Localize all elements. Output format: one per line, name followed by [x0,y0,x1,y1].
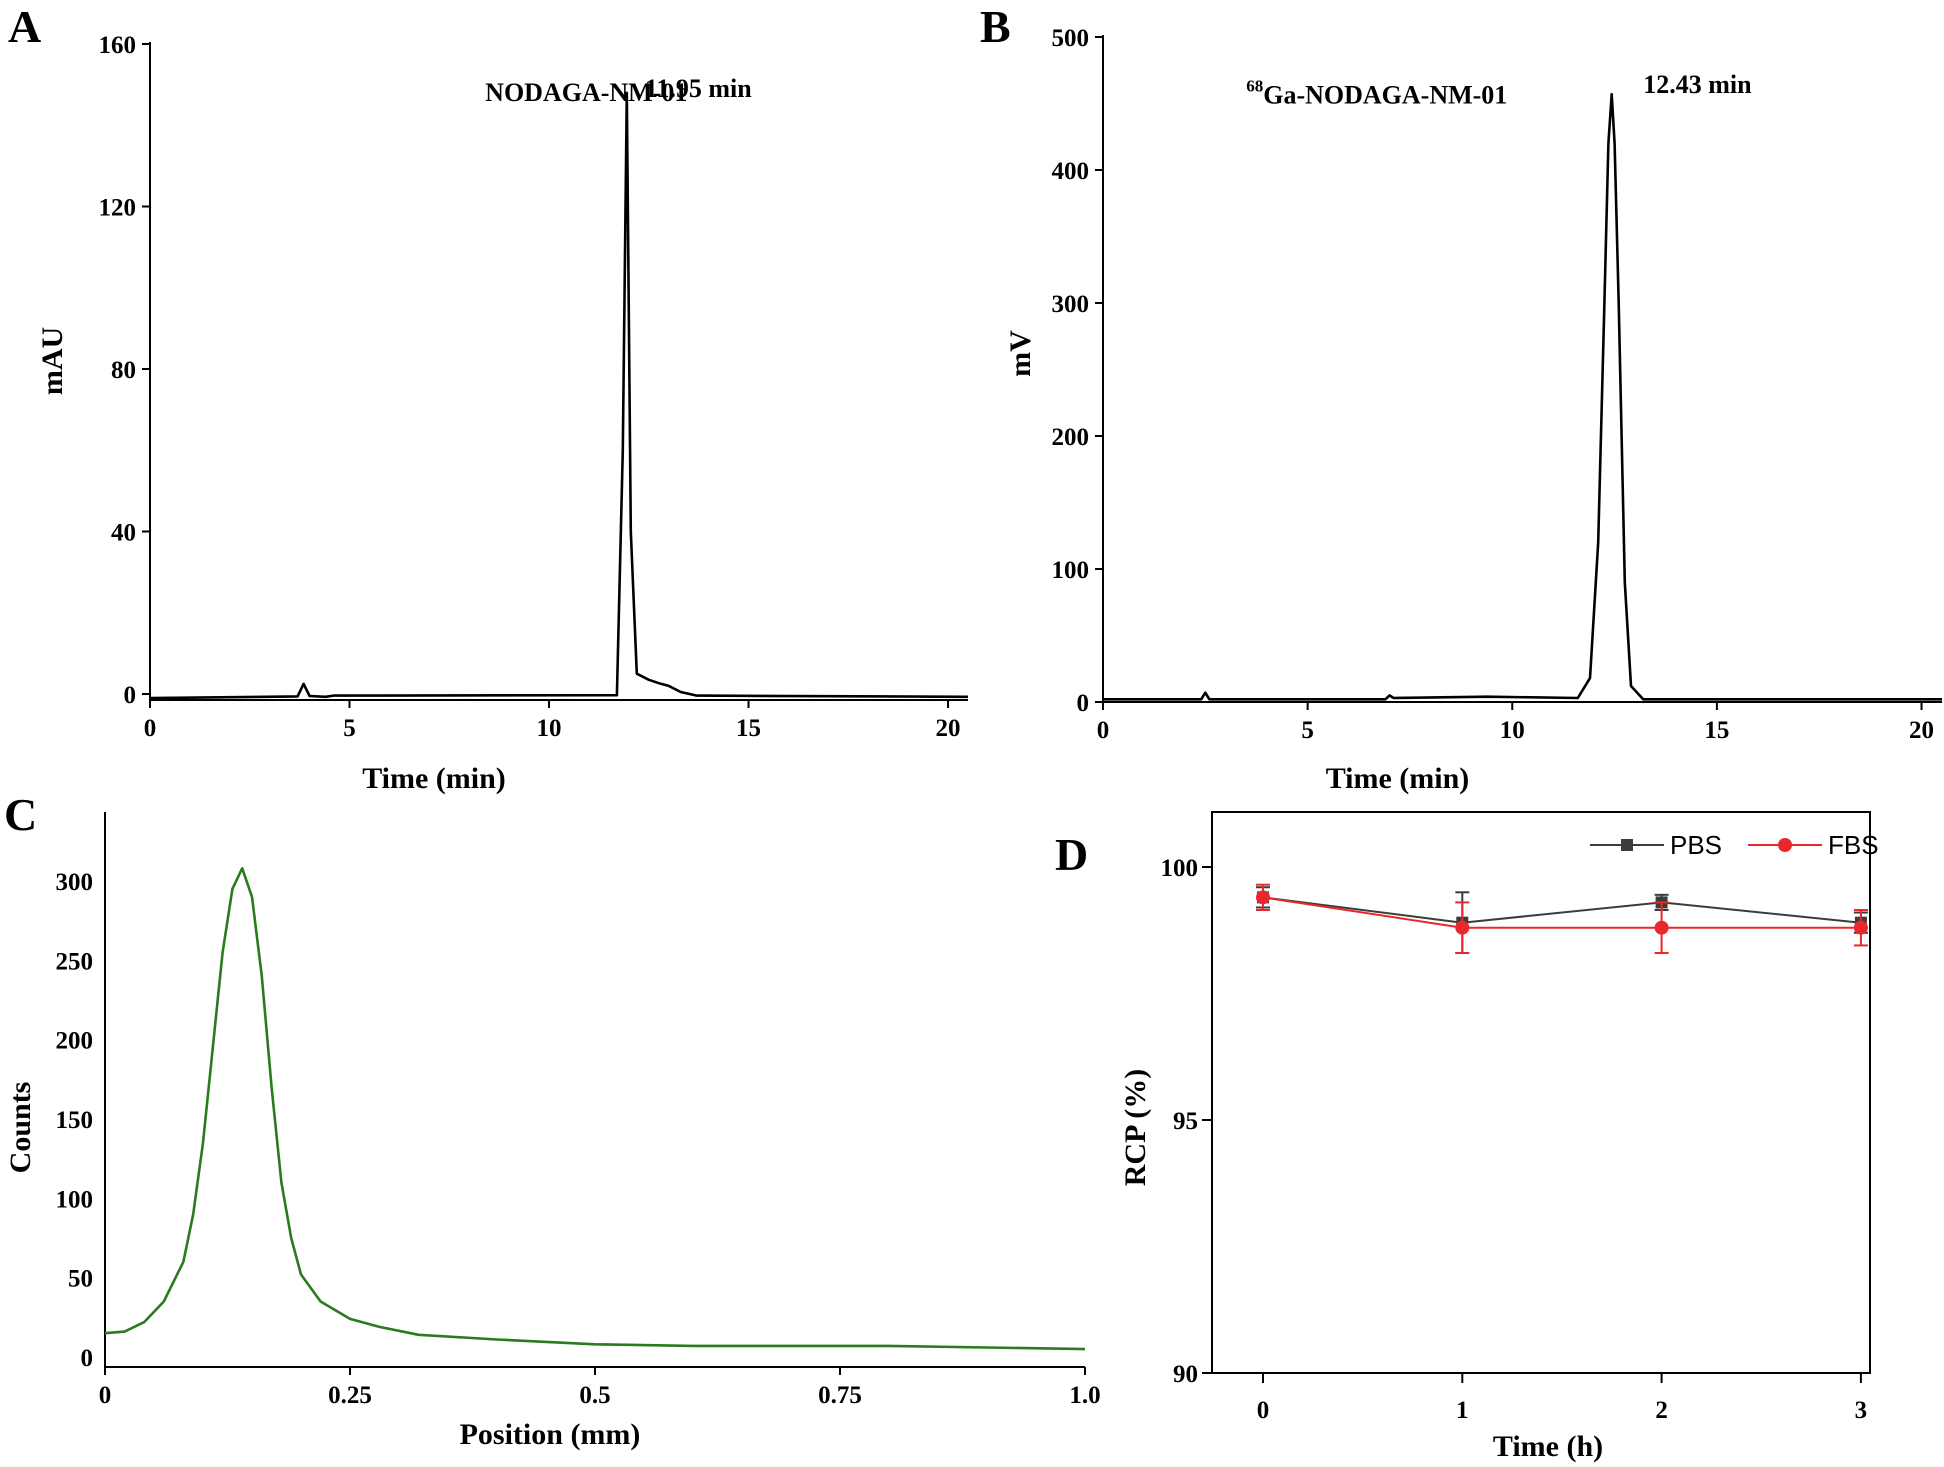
panel-a: A 0 5 10 15 20 0 40 80 120 160 Time (min) mAU NODAGA-… [8,1,969,795]
legend-marker [1621,839,1633,851]
x-tick-label: 20 [936,715,961,742]
plot-frame [1211,811,1871,1374]
x-tick-label: 1.0 [1069,1382,1100,1409]
y-tick-label: 200 [56,1028,94,1055]
y-tick-label: 80 [111,357,136,384]
series-line [1262,896,1862,924]
y-tick-label: 90 [1173,1361,1198,1388]
y-tick-label: 0 [81,1345,94,1372]
y-tick-label: 500 [1052,25,1090,52]
y-tick-label: 250 [56,948,94,975]
y-tick-label: 300 [1052,291,1090,318]
x-tick-label: 0 [1257,1397,1270,1424]
y-tick-label: 95 [1173,1108,1198,1135]
y-tick-label: 0 [124,682,137,709]
data-point [1455,920,1470,935]
panel-d: D 0 1 2 3 90 95 100 Time (h) RCP (%) PBS FBS [1055,811,1879,1463]
x-tick-label: 15 [1704,717,1729,744]
y-tick-label: 50 [68,1266,93,1293]
x-tick-label: 0.5 [579,1382,610,1409]
x-axis-title: Time (min) [1326,762,1470,795]
label-text: Ga-NODAGA-NM-01 [1263,81,1507,110]
y-tick-label: 160 [99,32,137,59]
x-tick-label: 10 [537,715,562,742]
x-tick-label: 1 [1456,1397,1469,1424]
y-tick-label: 200 [1052,424,1090,451]
panel-letter: C [4,789,37,840]
superscript: 68 [1246,77,1263,96]
panel-letter: A [8,1,41,52]
x-tick-label: 0.25 [328,1382,372,1409]
panel-c: C 0 0.25 0.5 0.75 1.0 0 50 100 150 200 250 300 Positi… [4,789,1101,1451]
y-tick-label: 300 [56,869,94,896]
series-line [104,867,1086,1351]
legend-label: PBS [1670,830,1722,860]
x-tick-label: 0 [99,1382,112,1409]
peak-label: 12.43 min [1643,70,1752,99]
y-axis-title: Counts [4,1082,37,1174]
y-axis-title: RCP (%) [1119,1069,1152,1186]
legend: PBS FBS [1590,830,1879,860]
y-tick-label: 100 [1161,855,1199,882]
legend-marker [1778,838,1792,852]
x-tick-label: 5 [1301,717,1314,744]
y-tick-label: 100 [56,1186,94,1213]
series-line [1103,92,1942,701]
y-tick-label: 150 [56,1107,94,1134]
x-axis-title: Time (h) [1493,1430,1603,1463]
y-axis-title: mAU [36,327,69,395]
x-tick-label: 3 [1855,1397,1868,1424]
x-tick-label: 0 [1097,717,1110,744]
peak-label: 68Ga-NODAGA-NM-01 [1246,77,1507,110]
x-tick-label: 0 [144,715,157,742]
x-tick-label: 5 [343,715,356,742]
x-tick-label: 15 [736,715,761,742]
series-line [149,91,969,700]
x-tick-label: 2 [1655,1397,1668,1424]
x-axis-title: Position (mm) [460,1418,641,1451]
y-tick-label: 100 [1052,557,1090,584]
y-tick-label: 400 [1052,158,1090,185]
peak-label: NODAGA-NM-01 [485,78,687,107]
series-line [1262,896,1861,929]
y-tick-label: 40 [111,520,136,547]
x-tick-label: 20 [1909,717,1934,744]
data-point [1654,920,1669,935]
y-tick-label: 120 [99,195,137,222]
panel-letter: B [980,1,1011,52]
data-point [1853,920,1868,935]
panel-letter: D [1055,829,1088,880]
x-tick-label: 0.75 [818,1382,862,1409]
y-tick-label: 0 [1077,690,1090,717]
legend-label: FBS [1828,830,1879,860]
data-point [1256,890,1270,905]
y-axis-title: mV [1004,330,1037,377]
x-tick-label: 10 [1500,717,1525,744]
peak-label: 11.95 min [645,74,752,103]
x-axis-title: Time (min) [362,762,506,795]
